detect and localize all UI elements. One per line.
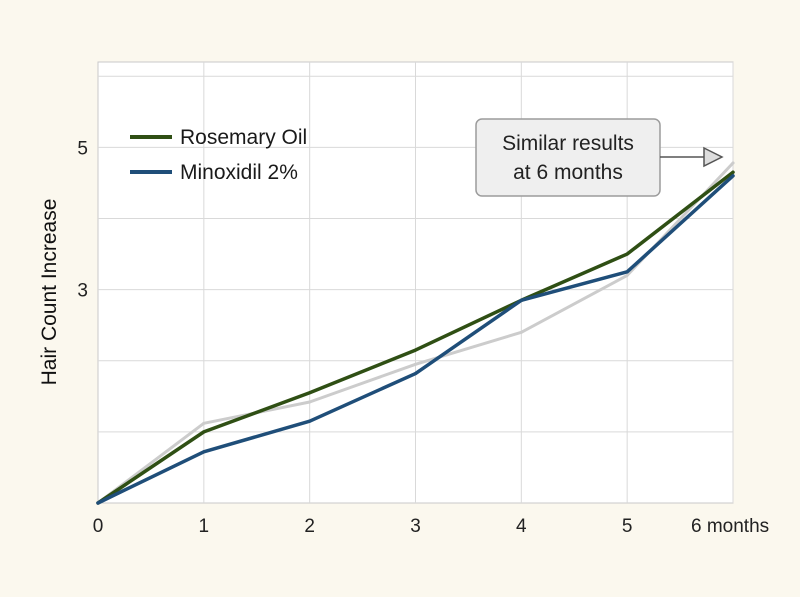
- x-tick-label: 4: [516, 516, 527, 537]
- data-point-minoxidil-2: [202, 450, 206, 454]
- x-tick-label: 2: [304, 516, 315, 537]
- data-point-rosemary-oil: [625, 252, 629, 256]
- annotation: Similar results at 6 months: [475, 118, 724, 197]
- x-tick-label: 1: [199, 516, 210, 537]
- y-tick-label: 5: [77, 138, 88, 159]
- data-point-unlabeled-series: [519, 330, 523, 334]
- data-point-minoxidil-2: [731, 174, 735, 178]
- x-tick-labels: 0 1 2 3 4 5 6 months: [93, 516, 769, 537]
- x-tick-label: 3: [410, 516, 421, 537]
- annotation-arrowhead: [703, 146, 724, 168]
- data-point-minoxidil-2: [414, 372, 417, 376]
- data-point-minoxidil-2: [625, 270, 629, 274]
- legend: Rosemary Oil Minoxidil 2%: [130, 126, 307, 184]
- annotation-line-2: at 6 months: [513, 161, 623, 184]
- data-point-minoxidil-2: [519, 298, 523, 302]
- x-tick-label: 0: [93, 516, 104, 537]
- data-point-rosemary-oil: [202, 430, 206, 434]
- x-tick-label: 5: [622, 516, 633, 537]
- data-point-unlabeled-series: [414, 362, 417, 366]
- legend-label-rosemary-oil: Rosemary Oil: [180, 126, 307, 149]
- data-point-rosemary-oil: [414, 348, 417, 352]
- data-point-unlabeled-series: [202, 421, 206, 425]
- x-tick-label: 6 months: [691, 516, 769, 537]
- data-point-rosemary-oil: [731, 170, 735, 174]
- data-point-unlabeled-series: [308, 400, 312, 404]
- y-axis-title: Hair Count Increase: [38, 199, 61, 386]
- data-point-minoxidil-2: [308, 419, 312, 423]
- data-point-unlabeled-series: [731, 161, 735, 165]
- annotation-box: [475, 118, 661, 197]
- annotation-line-1: Similar results: [502, 132, 634, 155]
- data-point-unlabeled-series: [625, 273, 629, 277]
- horizontal-gridlines: [98, 75, 733, 433]
- legend-label-minoxidil: Minoxidil 2%: [180, 161, 298, 184]
- y-tick-labels: 35: [77, 138, 88, 301]
- series-layer: [96, 161, 735, 505]
- y-tick-label: 3: [77, 281, 88, 302]
- data-point-minoxidil-2: [96, 501, 100, 505]
- data-point-rosemary-oil: [308, 391, 312, 395]
